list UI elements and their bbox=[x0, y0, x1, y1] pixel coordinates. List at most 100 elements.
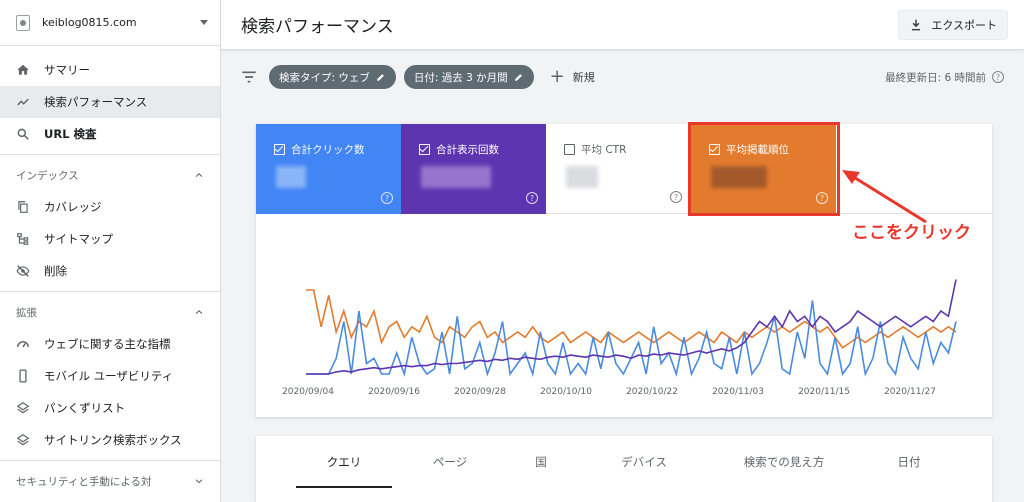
metric-total-clicks[interactable]: 合計クリック数 ? bbox=[256, 124, 401, 214]
annotation-arrow bbox=[842, 170, 927, 224]
checkbox-icon bbox=[709, 144, 720, 155]
sidebar-item-sitemap[interactable]: サイトマップ bbox=[0, 223, 220, 255]
section-index-toggle[interactable]: インデックス bbox=[0, 159, 220, 191]
sidebar-item-mobile-usability[interactable]: モバイル ユーザビリティ bbox=[0, 360, 220, 392]
sidebar-item-label: サイトマップ bbox=[44, 232, 113, 246]
performance-chart-card: 合計クリック数 ? 合計表示回数 ? 平均 CTR ? 平均掲載順位 ? 202… bbox=[256, 124, 992, 417]
metric-label: 平均 CTR bbox=[581, 144, 627, 156]
x-tick-label: 2020/09/16 bbox=[368, 387, 420, 397]
sidebar-item-label: サマリー bbox=[44, 63, 90, 77]
sidebar-item-sitelinks-searchbox[interactable]: サイトリンク検索ボックス bbox=[0, 424, 220, 456]
blurred-value bbox=[421, 166, 491, 188]
metric-tiles: 合計クリック数 ? 合計表示回数 ? 平均 CTR ? 平均掲載順位 ? bbox=[256, 124, 992, 214]
site-favicon-icon bbox=[16, 14, 30, 31]
section-title: インデックス bbox=[16, 169, 79, 182]
metric-average-position[interactable]: 平均掲載順位 ? bbox=[691, 124, 836, 214]
annotation-text: ここをクリック bbox=[852, 223, 971, 243]
chip-label: 日付: 過去 3 か月間 bbox=[413, 71, 508, 84]
sidebar-item-coverage[interactable]: カバレッジ bbox=[0, 191, 220, 223]
property-selector[interactable]: keiblog0815.com bbox=[0, 0, 220, 46]
new-filter-button[interactable]: + 新規 bbox=[550, 68, 595, 86]
tab-devices[interactable]: デバイス bbox=[621, 455, 667, 469]
sidebar-item-breadcrumbs[interactable]: パンくずリスト bbox=[0, 392, 220, 424]
trending-icon bbox=[16, 95, 30, 109]
metric-label: 合計クリック数 bbox=[291, 144, 365, 156]
help-icon[interactable]: ? bbox=[992, 71, 1004, 83]
checkbox-icon bbox=[564, 144, 575, 155]
checkbox-icon bbox=[274, 144, 285, 155]
x-tick-label: 2020/09/28 bbox=[454, 387, 506, 397]
home-icon bbox=[16, 63, 30, 77]
x-tick-label: 2020/11/27 bbox=[884, 387, 936, 397]
metric-average-ctr[interactable]: 平均 CTR ? bbox=[546, 124, 691, 214]
chip-label: 検索タイプ: ウェブ bbox=[279, 71, 370, 84]
sidebar: keiblog0815.com サマリー 検索パフォーマンス URL 検査 イン… bbox=[0, 0, 221, 502]
metric-total-impressions[interactable]: 合計表示回数 ? bbox=[401, 124, 546, 214]
divider bbox=[0, 460, 220, 461]
sidebar-item-url-inspection[interactable]: URL 検査 bbox=[0, 118, 220, 150]
edit-icon bbox=[514, 74, 522, 81]
section-title: 拡張 bbox=[16, 306, 37, 319]
sidebar-item-label: パンくずリスト bbox=[44, 401, 126, 415]
search-icon bbox=[16, 127, 30, 141]
x-tick-label: 2020/11/15 bbox=[798, 387, 850, 397]
sidebar-item-label: モバイル ユーザビリティ bbox=[44, 369, 174, 383]
last-updated: 最終更新日: 6 時間前 ? bbox=[885, 70, 1004, 85]
sidebar-item-label: サイトリンク検索ボックス bbox=[44, 433, 182, 447]
gauge-icon bbox=[16, 337, 30, 351]
search-type-chip[interactable]: 検索タイプ: ウェブ bbox=[269, 65, 396, 89]
layers-icon bbox=[16, 433, 30, 447]
divider bbox=[0, 291, 220, 292]
blurred-value bbox=[276, 166, 306, 188]
top-bar: 検索パフォーマンス エクスポート bbox=[221, 0, 1024, 50]
plus-icon: + bbox=[549, 66, 565, 87]
tab-queries[interactable]: クエリ bbox=[296, 436, 392, 488]
section-security-toggle[interactable]: セキュリティと手動による対 bbox=[0, 465, 220, 497]
metric-label: 合計表示回数 bbox=[436, 144, 499, 156]
download-icon bbox=[912, 19, 921, 30]
sidebar-item-core-web-vitals[interactable]: ウェブに関する主な指標 bbox=[0, 328, 220, 360]
date-chip[interactable]: 日付: 過去 3 か月間 bbox=[403, 65, 534, 89]
caret-down-icon bbox=[200, 20, 208, 25]
sidebar-item-performance[interactable]: 検索パフォーマンス bbox=[0, 86, 220, 118]
x-tick-label: 2020/10/22 bbox=[626, 387, 678, 397]
copy-icon bbox=[16, 200, 30, 214]
section-title: セキュリティと手動による対 bbox=[16, 475, 152, 488]
help-icon[interactable]: ? bbox=[381, 192, 393, 204]
checkbox-icon bbox=[419, 144, 430, 155]
sidebar-item-label: URL 検査 bbox=[44, 127, 97, 141]
layers-icon bbox=[16, 401, 30, 415]
last-updated-text: 最終更新日: 6 時間前 bbox=[885, 71, 986, 84]
sidebar-item-label: カバレッジ bbox=[44, 200, 102, 214]
new-label: 新規 bbox=[572, 71, 595, 84]
tab-search-appearance[interactable]: 検索での見え方 bbox=[743, 455, 825, 469]
chevron-down-icon bbox=[195, 479, 203, 484]
sidebar-item-removals[interactable]: 削除 bbox=[0, 255, 220, 287]
edit-icon bbox=[377, 74, 384, 81]
filter-icon[interactable] bbox=[241, 71, 257, 83]
dimension-tabs: クエリ ページ 国 デバイス 検索での見え方 日付 bbox=[256, 436, 992, 502]
tab-dates[interactable]: 日付 bbox=[897, 455, 921, 469]
help-icon[interactable]: ? bbox=[816, 192, 828, 204]
blurred-value bbox=[566, 166, 598, 188]
sidebar-item-label: 削除 bbox=[44, 264, 67, 278]
section-enhancements-toggle[interactable]: 拡張 bbox=[0, 296, 220, 328]
sidebar-item-label: ウェブに関する主な指標 bbox=[44, 337, 171, 351]
series-line-2 bbox=[306, 279, 957, 375]
tab-countries[interactable]: 国 bbox=[535, 455, 547, 469]
sidebar-item-summary[interactable]: サマリー bbox=[0, 54, 220, 86]
property-name: keiblog0815.com bbox=[42, 16, 137, 29]
divider bbox=[0, 154, 220, 155]
x-tick-label: 2020/09/04 bbox=[282, 387, 334, 397]
tab-pages[interactable]: ページ bbox=[432, 455, 468, 469]
series-line-0 bbox=[306, 289, 957, 349]
blurred-value bbox=[711, 166, 767, 188]
phone-icon bbox=[16, 369, 30, 383]
help-icon[interactable]: ? bbox=[670, 191, 682, 203]
export-button[interactable]: エクスポート bbox=[898, 9, 1008, 40]
filter-row: 検索タイプ: ウェブ 日付: 過去 3 か月間 + 新規 最終更新日: 6 時間… bbox=[221, 62, 1024, 92]
performance-line-chart: 2020/09/04 2020/09/16 2020/09/28 2020/10/10… bbox=[282, 279, 957, 397]
help-icon[interactable]: ? bbox=[526, 192, 538, 204]
x-tick-label: 2020/10/10 bbox=[540, 387, 592, 397]
page-title: 検索パフォーマンス bbox=[241, 17, 394, 37]
